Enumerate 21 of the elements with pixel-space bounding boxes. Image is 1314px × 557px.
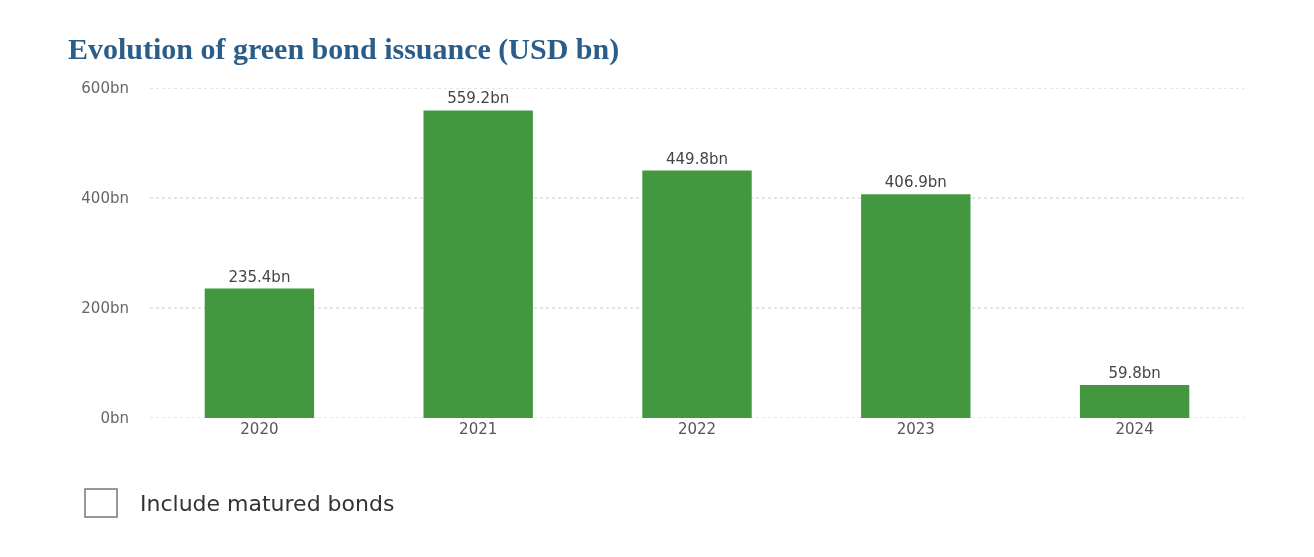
data-label: 59.8bn xyxy=(1108,364,1161,383)
data-label: 235.4bn xyxy=(228,267,291,286)
x-tick-label: 2020 xyxy=(240,420,279,438)
y-tick-label: 400bn xyxy=(81,189,129,208)
chart-title: Evolution of green bond issuance (USD bn) xyxy=(68,31,620,66)
bar xyxy=(204,288,315,418)
x-tick-label: 2024 xyxy=(1115,420,1154,438)
data-label: 559.2bn xyxy=(447,89,510,108)
data-label: 449.8bn xyxy=(666,149,728,168)
x-tick-label: 2023 xyxy=(896,420,935,438)
y-tick-label: 600bn xyxy=(81,79,129,98)
bar xyxy=(642,170,752,418)
y-tick-label: 0bn xyxy=(100,409,129,428)
text: Include matured bonds xyxy=(140,491,395,516)
bar xyxy=(1079,385,1190,418)
y-tick-label: 200bn xyxy=(81,299,129,318)
data-label: 406.9bn xyxy=(884,173,947,192)
bar xyxy=(423,110,533,418)
x-tick-label: 2022 xyxy=(677,420,717,438)
bar xyxy=(861,194,971,418)
x-tick-label: 2021 xyxy=(459,420,498,438)
